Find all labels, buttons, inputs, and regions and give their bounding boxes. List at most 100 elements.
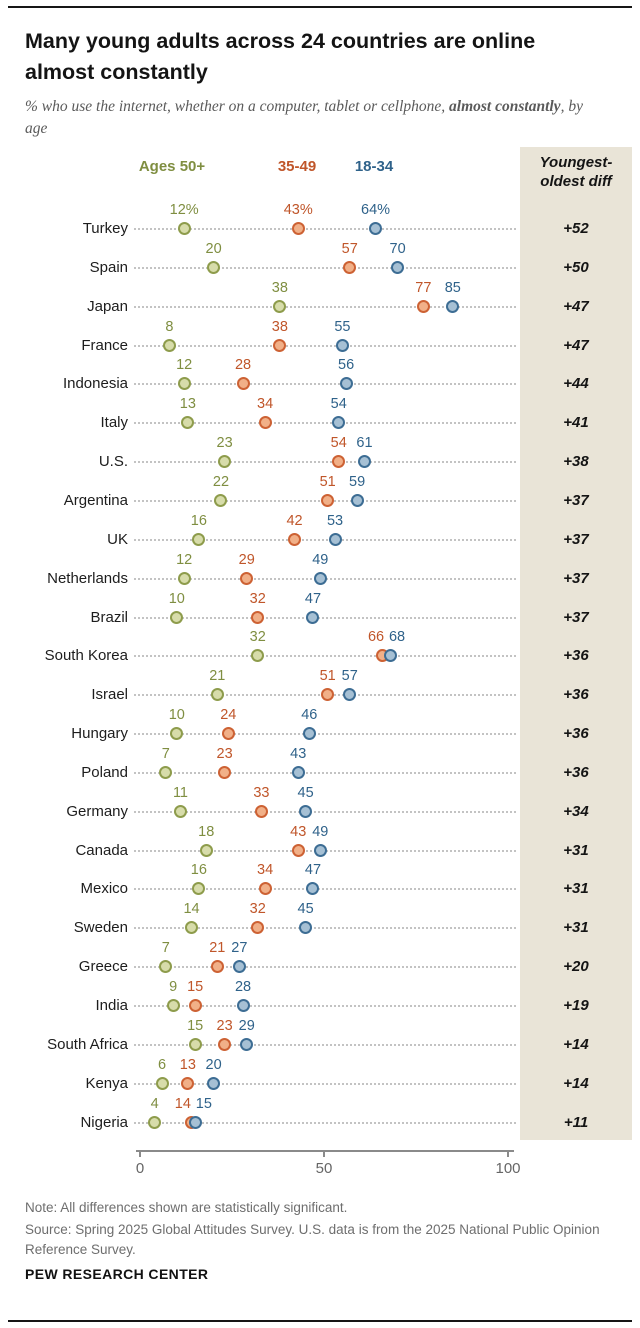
value-label-age-50plus: 15 xyxy=(187,1017,204,1034)
age-18-34-dot xyxy=(236,999,250,1012)
value-label-age-18-34: 27 xyxy=(231,940,248,957)
age-50plus-dot xyxy=(177,377,191,391)
value-label-age-18-34: 61 xyxy=(356,435,373,452)
diff-value: +14 xyxy=(563,1074,589,1092)
value-label-age-35-49: 13 xyxy=(179,1056,196,1073)
age-18-34-dot xyxy=(335,338,349,352)
age-18-34-dot xyxy=(328,532,342,546)
country-label: France xyxy=(81,336,128,354)
value-label-age-35-49: 38 xyxy=(271,318,288,335)
diff-value: +38 xyxy=(563,453,589,471)
row-dotline xyxy=(134,888,516,891)
age-35-49-dot xyxy=(218,765,232,779)
age-35-49-dot xyxy=(288,532,302,546)
diff-value: +50 xyxy=(563,258,589,276)
value-label-age-50plus: 23 xyxy=(216,435,233,452)
country-label: Spain xyxy=(89,258,128,276)
age-35-49-dot xyxy=(210,960,224,974)
legend-age-35-49: 35-49 xyxy=(277,158,317,175)
diff-value: +31 xyxy=(563,880,589,898)
top-rule xyxy=(8,6,632,8)
chart-title: Many young adults across 24 countries ar… xyxy=(25,29,536,84)
value-label-age-35-49: 43 xyxy=(290,823,307,840)
age-18-34-dot xyxy=(302,727,316,741)
axis-tick xyxy=(323,1150,325,1157)
value-label-age-18-34: 43 xyxy=(290,745,307,762)
bottom-rule xyxy=(8,1320,632,1322)
age-35-49-dot xyxy=(291,222,305,235)
age-50plus-dot xyxy=(207,260,221,274)
diff-value: +19 xyxy=(563,997,589,1014)
age-50plus-dot xyxy=(192,532,206,546)
age-18-34-dot xyxy=(306,610,320,624)
diff-value: +37 xyxy=(563,569,589,587)
country-label: Kenya xyxy=(85,1074,128,1092)
row-dotline xyxy=(134,461,516,464)
diff-value: +47 xyxy=(563,336,589,354)
country-label: India xyxy=(95,997,128,1014)
row-dotline xyxy=(134,771,516,774)
age-35-49-dot xyxy=(343,260,357,274)
age-50plus-dot xyxy=(192,882,206,896)
diff-value: +14 xyxy=(563,1035,589,1053)
value-label-age-18-34: 28 xyxy=(234,979,252,995)
value-label-age-50plus: 7 xyxy=(161,745,170,762)
age-50plus-dot xyxy=(162,338,176,352)
value-label-age-18-34: 49 xyxy=(312,551,329,568)
diff-value: +37 xyxy=(563,608,589,626)
value-label-age-18-34: 15 xyxy=(195,1095,212,1112)
row-dotline xyxy=(134,1005,516,1007)
subtitle-bold-text: almost constantly xyxy=(449,98,561,115)
age-50plus-dot xyxy=(159,960,173,974)
diff-value: +11 xyxy=(563,1113,589,1131)
country-label: Hungary xyxy=(71,725,128,743)
diff-value: +37 xyxy=(563,491,589,509)
age-18-34-dot xyxy=(350,493,364,507)
age-35-49-dot xyxy=(218,1037,232,1051)
age-50plus-dot xyxy=(148,1115,162,1129)
value-label-age-18-34: 85 xyxy=(444,279,461,296)
value-label-age-50plus: 18 xyxy=(198,823,215,840)
pew-research-center-wordmark: PEW RESEARCH CENTER xyxy=(25,1266,209,1282)
diff-value: +52 xyxy=(563,220,589,237)
value-label-age-50plus: 21 xyxy=(209,668,226,685)
diff-value: +36 xyxy=(563,686,589,704)
age-35-49-dot xyxy=(258,416,272,430)
value-label-age-35-49: 51 xyxy=(319,473,336,490)
value-label-age-50plus: 6 xyxy=(158,1056,167,1073)
chart-subtitle: % who use the internet, whether on a com… xyxy=(25,96,605,140)
row-dotline xyxy=(134,344,516,347)
age-35-49-dot xyxy=(321,688,335,702)
value-label-age-50plus: 10 xyxy=(168,707,185,724)
age-50plus-dot xyxy=(218,455,232,469)
row-dotline xyxy=(134,305,516,308)
value-label-age-18-34: 47 xyxy=(304,590,322,607)
value-label-age-50plus: 9 xyxy=(169,979,178,995)
axis-line xyxy=(136,1150,514,1152)
country-label: UK xyxy=(107,530,128,548)
value-label-age-35-49: 29 xyxy=(238,551,255,568)
row-dotline xyxy=(134,228,516,230)
value-label-age-18-34: 57 xyxy=(341,668,358,685)
age-18-34-dot xyxy=(299,804,313,818)
diff-value: +31 xyxy=(563,919,589,937)
country-label: Nigeria xyxy=(80,1113,128,1131)
value-label-age-50plus: 38 xyxy=(271,279,288,296)
country-label: Mexico xyxy=(80,880,128,898)
row-dotline xyxy=(134,810,516,813)
age-18-34-dot xyxy=(291,765,305,779)
source-text: Source: Spring 2025 Global Attitudes Sur… xyxy=(25,1222,600,1257)
row-dotline xyxy=(134,1121,516,1124)
value-label-age-50plus: 7 xyxy=(161,940,170,957)
country-label: Israel xyxy=(91,686,128,704)
value-label-age-18-34: 54 xyxy=(330,396,347,413)
age-35-49-dot xyxy=(240,571,254,585)
value-label-age-18-34: 56 xyxy=(338,357,355,374)
value-label-age-50plus: 20 xyxy=(205,240,222,257)
value-label-age-35-49: 42 xyxy=(286,512,303,529)
value-label-age-35-49: 15 xyxy=(187,979,204,995)
row-dotline xyxy=(134,733,516,736)
value-label-age-18-34: 53 xyxy=(326,512,344,529)
value-label-age-35-49: 33 xyxy=(253,784,270,801)
